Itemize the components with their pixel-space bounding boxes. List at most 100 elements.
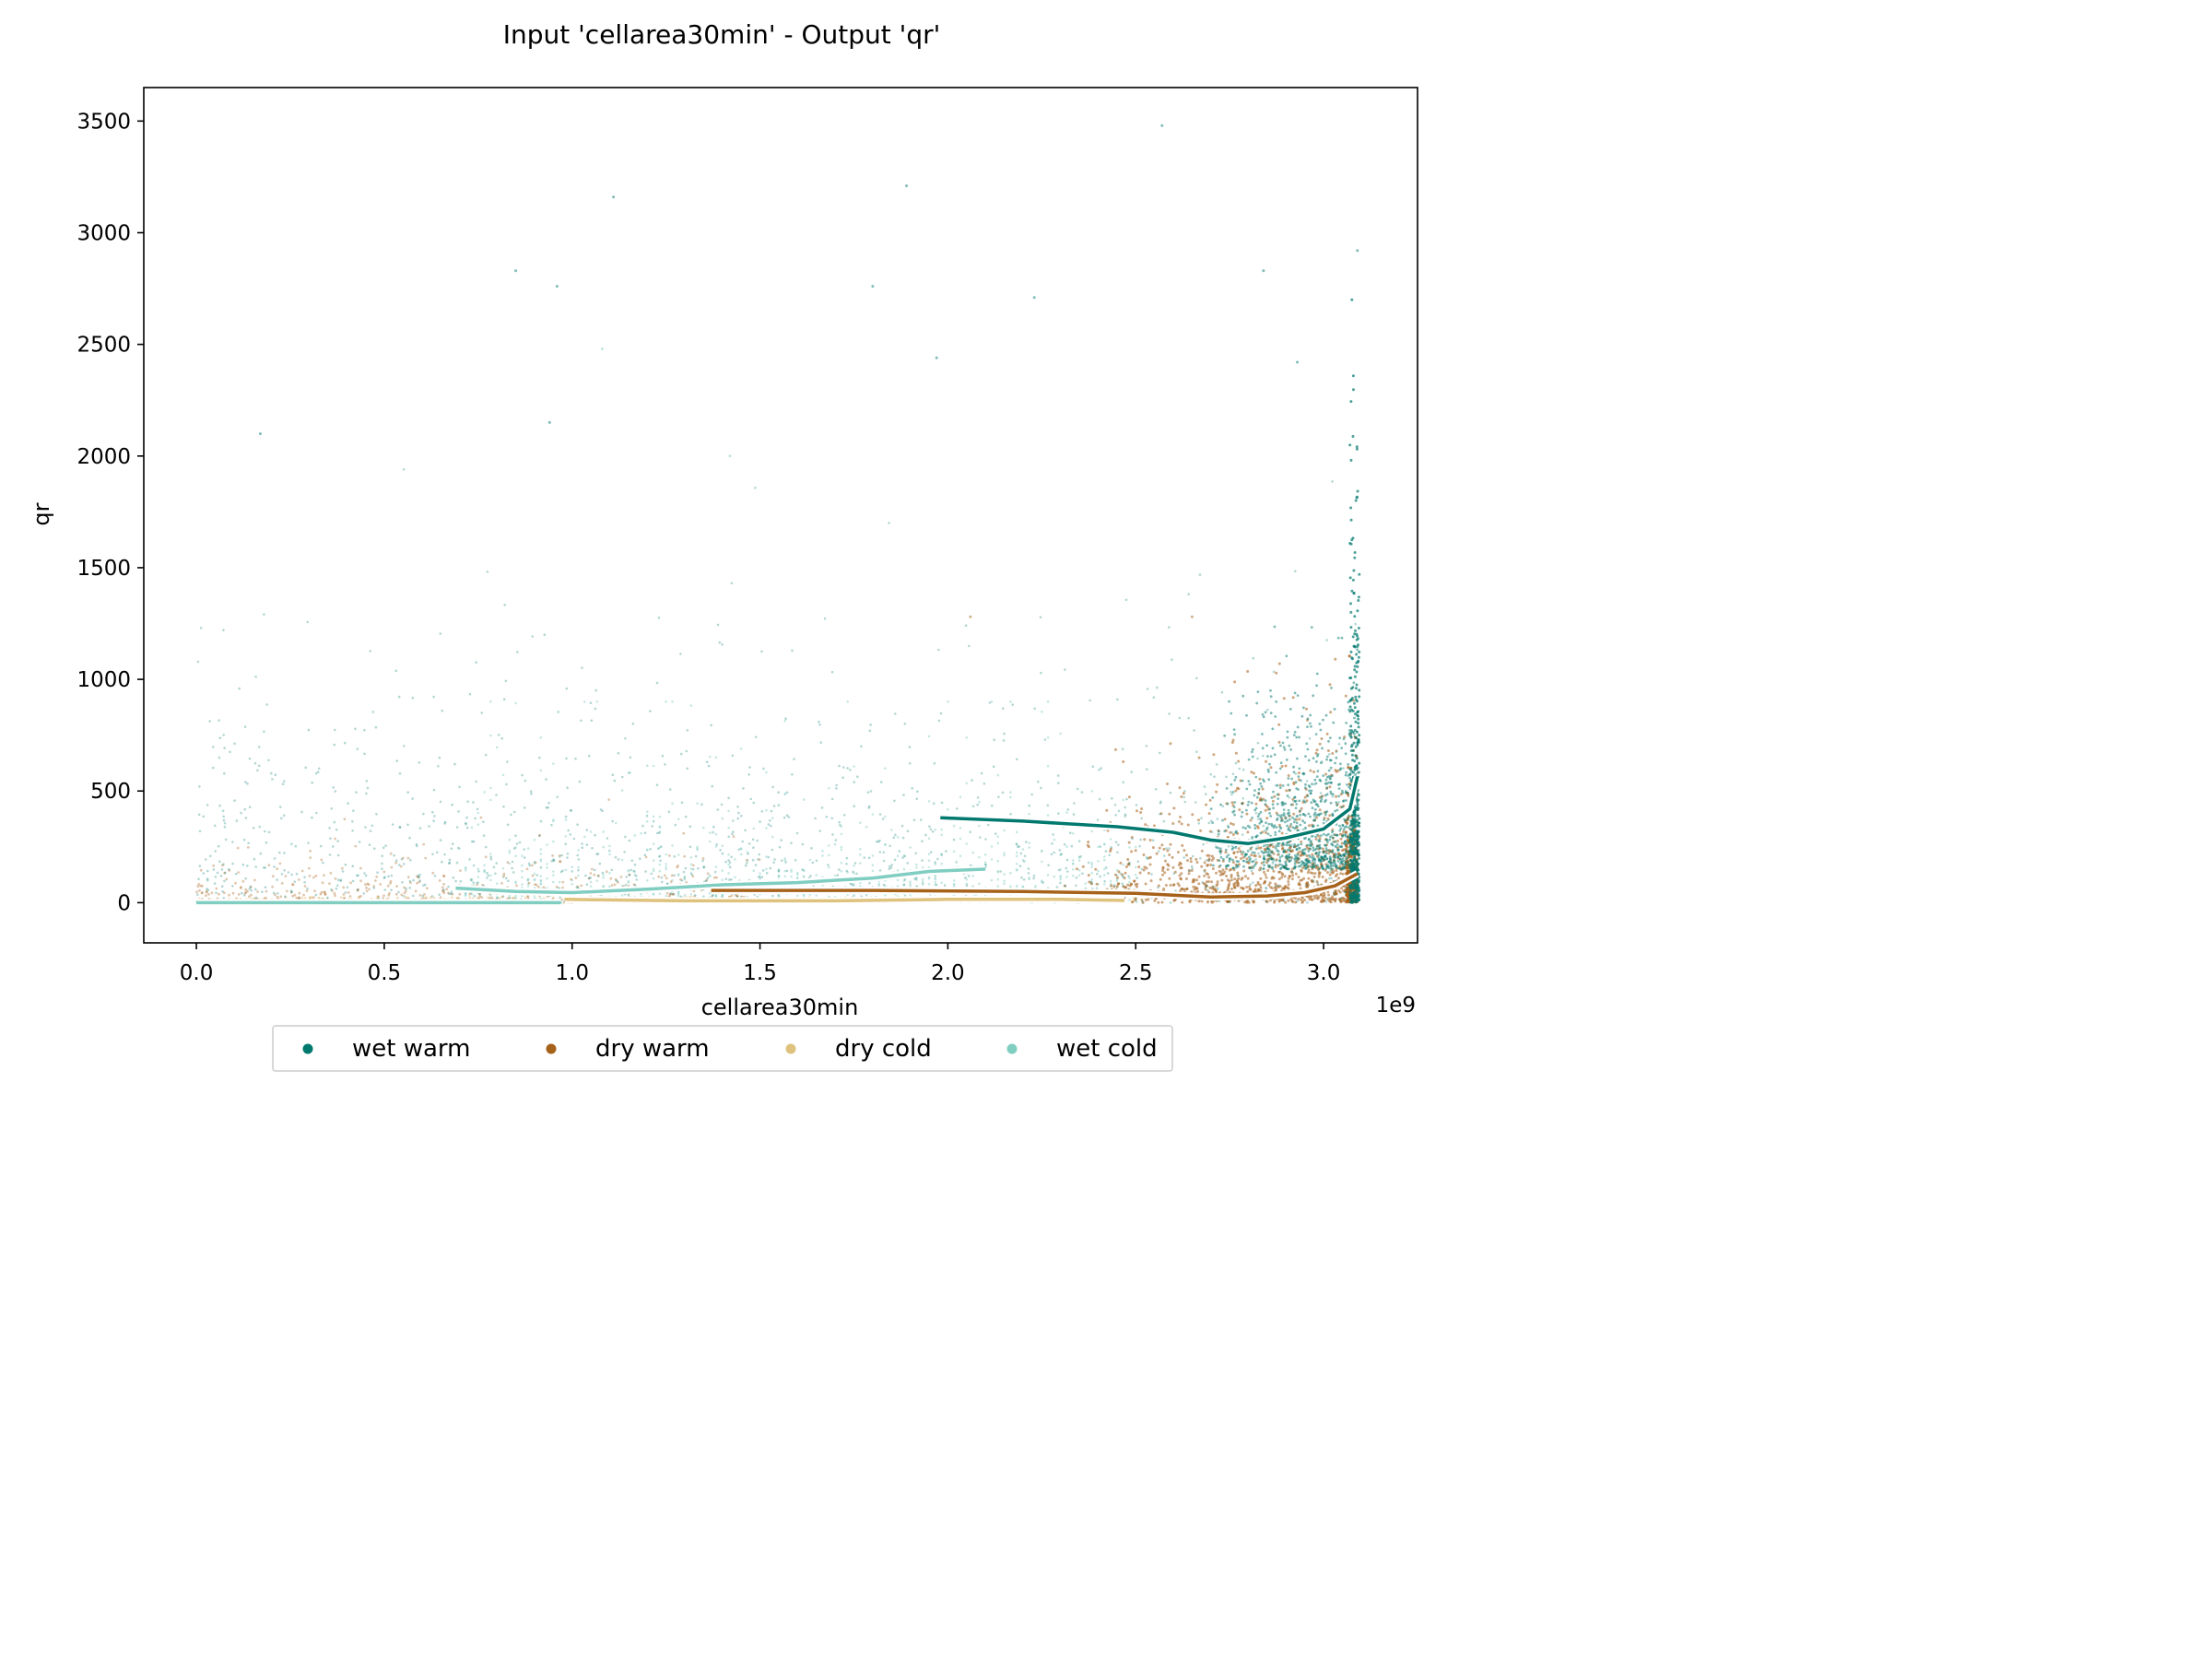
data-point [1333,890,1335,894]
data-point [483,864,486,867]
data-point [732,819,735,822]
data-point [1342,828,1346,831]
data-point [271,875,275,878]
data-point [940,853,943,855]
data-point [200,891,204,894]
data-point [329,837,332,840]
data-point [685,881,688,884]
data-point [1286,730,1289,734]
data-point [689,867,693,870]
data-point [267,864,271,867]
data-point [708,831,712,834]
data-point [265,703,268,706]
data-point [206,878,209,882]
data-point [758,875,760,878]
data-point [1097,869,1100,873]
data-point [252,827,255,830]
data-point [965,782,969,785]
data-point [1040,671,1042,675]
data-point [1321,898,1324,901]
data-point [494,872,497,876]
data-point [1208,798,1212,802]
data-point [527,881,531,885]
data-point [994,832,997,835]
data-point [1219,847,1222,851]
data-point [1294,772,1298,775]
data-point [635,874,638,877]
data-point [468,896,471,900]
data-point [412,878,415,882]
data-point [257,746,261,748]
data-point [1264,879,1266,883]
data-point [1338,853,1341,857]
data-point [859,862,862,865]
data-point [500,737,503,740]
data-point [1341,872,1345,876]
data-point [1236,874,1240,877]
data-point [1248,782,1252,786]
data-point [1190,869,1194,872]
data-point [1284,900,1288,904]
data-point [1318,723,1322,725]
data-point [514,834,517,837]
data-point [267,759,270,762]
data-point [1290,856,1294,859]
data-point [464,894,467,897]
data-point [403,886,406,889]
data-point [1113,804,1117,806]
data-point [1115,868,1119,872]
data-point [542,886,546,889]
data-point [1317,895,1321,899]
data-point [457,846,460,850]
data-point [1121,747,1124,750]
data-point [1319,834,1323,837]
data-point [835,783,838,787]
data-point [343,896,346,900]
data-point [552,870,555,873]
data-point [336,878,340,881]
data-point [1335,853,1338,856]
data-point [1090,863,1093,866]
data-point [246,889,249,893]
data-point [570,877,572,881]
data-point [524,779,527,782]
data-point [1312,875,1316,878]
data-point [671,878,674,882]
data-point [721,869,724,872]
data-point [996,870,1000,874]
data-point [284,895,287,898]
data-point [455,826,459,829]
data-point [574,877,578,879]
data-point [401,856,405,860]
data-point [408,879,412,883]
data-point [1267,853,1271,856]
data-point [567,829,570,832]
data-point [1328,873,1332,877]
data-point [683,875,687,878]
data-point [384,844,387,847]
data-point [437,765,440,768]
data-point [533,878,536,882]
data-point [530,792,533,795]
data-point [591,847,594,850]
data-point [358,895,361,899]
data-point [1236,850,1240,853]
data-point [1289,748,1293,751]
data-point [363,752,366,756]
data-point [1037,780,1040,783]
data-point [796,871,799,875]
data-point [1277,886,1280,889]
data-point [223,891,226,895]
data-point [1072,832,1075,835]
data-point [878,839,881,842]
data-point [1287,827,1290,830]
data-point [1297,897,1300,900]
data-point [222,815,225,818]
data-point [639,857,641,860]
data-point [884,885,887,888]
data-point [218,804,221,807]
data-point [333,820,336,824]
data-point [646,848,649,852]
data-point [1335,842,1339,846]
data-point [1259,877,1263,880]
